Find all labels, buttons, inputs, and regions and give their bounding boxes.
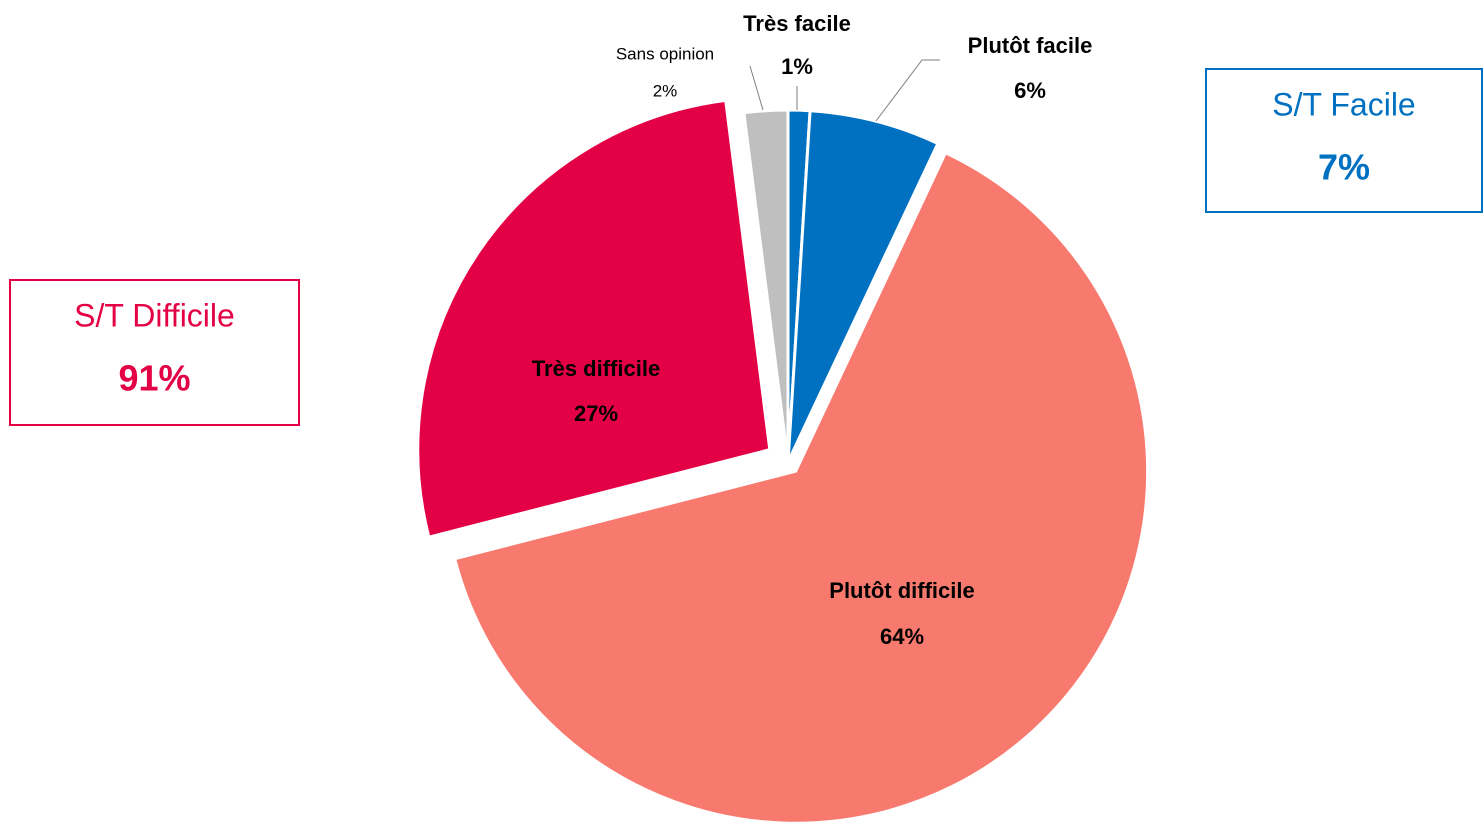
leader-line: [749, 65, 764, 111]
slice-label: Très difficile: [532, 356, 660, 381]
summary-box: [9, 279, 300, 426]
slice-value-label: 1%: [781, 54, 813, 79]
summary-value: 7%: [1318, 147, 1370, 188]
slice-label: Sans opinion: [616, 44, 714, 63]
slice-value-label: 27%: [574, 401, 618, 426]
slice-label: Plutôt difficile: [829, 578, 974, 603]
pie-slice: [416, 98, 772, 539]
summary-label: S/T Difficile: [74, 297, 235, 333]
slice-label: Très facile: [743, 11, 851, 36]
pie-slice: [452, 150, 1150, 825]
slice-value-label: 2%: [653, 81, 678, 100]
pie-slice: [786, 109, 940, 463]
summary-box: [1205, 68, 1483, 213]
summary-label: S/T Facile: [1272, 86, 1415, 122]
pie-slice: [742, 108, 790, 463]
slice-label: Plutôt facile: [968, 33, 1093, 58]
summary-value: 91%: [118, 358, 190, 399]
leader-line: [875, 59, 940, 122]
slice-value-label: 6%: [1014, 78, 1046, 103]
slice-value-label: 64%: [880, 624, 924, 649]
